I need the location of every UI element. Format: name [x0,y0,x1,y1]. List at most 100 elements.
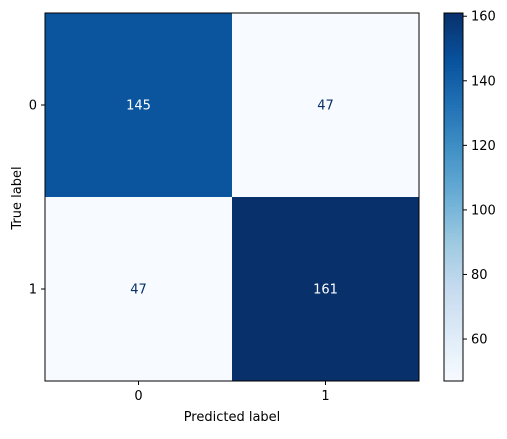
colorbar-slice [444,258,463,262]
colorbar-slice [444,200,463,204]
colorbar-slice [444,89,463,94]
colorbar-slice [444,350,463,354]
colorbar-slice [444,295,463,299]
colorbar-slice [444,111,463,115]
colorbar-slice [444,77,463,82]
heatmap-cells [45,13,419,381]
colorbar-slice [444,83,463,88]
colorbar-slice [444,209,463,213]
colorbar-slice [444,371,463,376]
colorbar-slice [444,239,463,244]
colorbar-slice [444,144,463,149]
colorbar-slice [444,236,463,241]
colorbar-slice [444,166,463,170]
colorbar-slice [444,126,463,131]
cell-value-label-1-0: 47 [130,283,147,298]
colorbar-slice [444,117,463,121]
cell-value-label-0-1: 47 [317,99,334,114]
colorbar-slice [444,212,463,216]
colorbar-slice [444,59,463,63]
colorbar-tick-label-3: 120 [471,139,496,154]
colorbar-slice [444,246,463,250]
colorbar-slice [444,22,463,26]
heatmap-cell-1-1 [232,197,419,381]
heatmap-cell-labels: 145 47 47 161 [126,99,338,298]
heatmap-axes: 0 1 0 1 [29,12,420,404]
colorbar-slice [444,28,463,32]
colorbar-slice [444,328,463,333]
colorbar-tick-label-0: 60 [471,333,488,348]
colorbar-slice [444,230,463,235]
colorbar-slice [444,163,463,167]
colorbar-slice [444,74,463,78]
colorbar-slice [444,365,463,370]
heatmap-cell-0-0 [45,13,232,197]
colorbar-slice [444,40,463,45]
y-tick-label-1: 1 [29,283,37,298]
colorbar-slice [444,108,463,112]
colorbar-slice [444,172,463,177]
colorbar-slice [444,80,463,85]
colorbar-slice [444,138,463,143]
colorbar-slice [444,267,463,272]
colorbar-slice [444,175,463,180]
colorbar-slice [444,374,463,379]
colorbar-slice [444,132,463,137]
colorbar-slice [444,310,463,315]
colorbar-slice [444,206,463,210]
heatmap-cell-0-1 [232,13,419,197]
colorbar-slice [444,157,463,161]
x-tick-label-1: 1 [321,389,329,404]
colorbar-slice [444,178,463,183]
colorbar-tick-label-5: 160 [471,10,496,25]
colorbar-slice [444,160,463,164]
cell-value-label-1-1: 161 [313,283,338,298]
colorbar-slice [444,135,463,140]
colorbar-slice [444,325,463,330]
colorbar-slice [444,292,463,296]
colorbar-slice [444,261,463,266]
colorbar-slice [444,31,463,36]
colorbar-slice [444,184,463,189]
colorbar-slice [444,224,463,229]
colorbar-slice [444,221,463,226]
colorbar-tick-label-4: 140 [471,74,496,89]
colorbar-slice [444,255,463,259]
colorbar-slice [444,62,463,66]
colorbar-slice [444,301,463,305]
colorbar-tick-label-2: 100 [471,203,496,218]
colorbar-slice [444,187,463,192]
colorbar-slice [444,252,463,256]
colorbar: 60 80 100 120 140 160 [443,10,496,382]
colorbar-slice [444,359,463,364]
colorbar-slice [444,307,463,312]
colorbar-slice [444,313,463,318]
colorbar-slice [444,331,463,336]
colorbar-slice [444,123,463,128]
colorbar-slice [444,98,463,103]
y-tick-label-0: 0 [29,99,37,114]
colorbar-slice [444,151,463,155]
colorbar-slice [444,356,463,361]
colorbar-slice [444,203,463,207]
colorbar-slice [444,304,463,308]
colorbar-slice [444,316,463,321]
colorbar-slice [444,55,463,60]
colorbar-slice [444,344,463,348]
colorbar-slice [444,285,463,290]
colorbar-slice [444,25,463,29]
colorbar-slice [444,71,463,75]
colorbar-slice [444,114,463,118]
plot-frame [44,12,420,382]
colorbar-slice [444,319,463,324]
heatmap-cell-1-0 [45,197,232,381]
colorbar-slice [444,289,463,293]
colorbar-slice [444,49,463,54]
colorbar-slice [444,368,463,373]
colorbar-slice [444,13,463,17]
colorbar-slice [444,227,463,232]
cell-value-label-0-0: 145 [126,99,151,114]
colorbar-slice [444,270,463,275]
colorbar-slice [444,341,463,345]
